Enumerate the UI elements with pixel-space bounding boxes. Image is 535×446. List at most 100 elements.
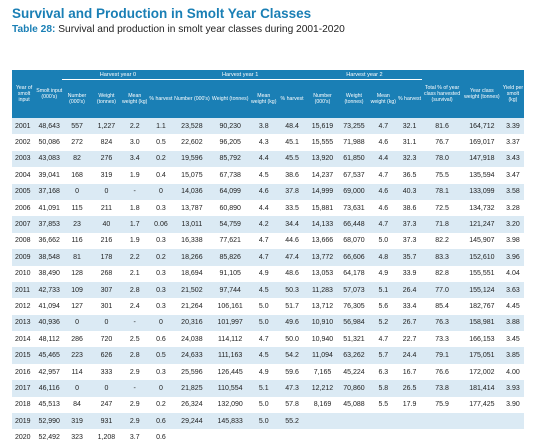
- table-cell: 13,011: [173, 216, 211, 233]
- table-cell: 216: [91, 232, 122, 250]
- table-cell: 169,017: [461, 134, 502, 151]
- table-cell: 38,548: [36, 249, 63, 266]
- table-cell: 2.2: [121, 249, 149, 266]
- table-cell: 5.0: [369, 232, 397, 250]
- table-cell: 50,086: [36, 134, 63, 151]
- table-cell: 145,833: [210, 413, 251, 430]
- table-row: 2011 42,733 109 307 2.8 0.3 21,502 97,744 4.5 50.…: [12, 281, 524, 299]
- table-cell: 720: [91, 331, 122, 348]
- table-cell: 13,772: [306, 249, 339, 266]
- table-cell: 0.3: [148, 298, 174, 315]
- table-cell: 4.7: [250, 331, 278, 348]
- table-cell: 5.5: [369, 396, 397, 414]
- table-cell: 121,247: [461, 216, 502, 233]
- row-year-cell: 2015: [12, 347, 37, 364]
- table-cell: 268: [91, 265, 122, 282]
- table-cell: 33.5: [277, 199, 307, 217]
- table-cell: 67,537: [338, 167, 370, 184]
- row-year-cell: 2011: [12, 281, 37, 299]
- table-cell: 10,940: [306, 331, 339, 348]
- table-cell: 223: [62, 347, 92, 364]
- table-cell: 57,073: [338, 281, 370, 299]
- table-cell: 42,957: [36, 363, 63, 381]
- table-cell: 38,490: [36, 265, 63, 282]
- table-cell: 3.28: [501, 199, 524, 217]
- table-cell: 0.06: [148, 216, 174, 233]
- table-cell: 70,860: [338, 380, 370, 397]
- table-cell: 55.2: [277, 413, 307, 430]
- table-cell: 247: [91, 396, 122, 414]
- table-cell: 64,178: [338, 265, 370, 282]
- row-year-cell: 2006: [12, 199, 37, 217]
- table-cell: 101,997: [210, 314, 251, 332]
- table-cell: 4.7: [369, 331, 397, 348]
- table-cell: 73.8: [422, 380, 462, 397]
- table-cell: 128: [62, 265, 92, 282]
- table-cell: 37.3: [396, 216, 423, 233]
- table-cell: 60,890: [210, 199, 251, 217]
- table-cell: 0: [62, 380, 92, 397]
- table-cell: 16.7: [396, 363, 423, 381]
- row-year-cell: 2008: [12, 232, 37, 250]
- table-cell: 4.5: [250, 167, 278, 184]
- table-cell: 14,036: [173, 183, 211, 200]
- table-cell: 158,981: [461, 314, 502, 332]
- table-cell: 77,621: [210, 232, 251, 250]
- table-cell: 0.2: [148, 396, 174, 414]
- table-cell: [338, 413, 370, 430]
- table-cell: 18,694: [173, 265, 211, 282]
- table-row: 2013 40,936 0 0-0 20,316 101,997 5.0 49.6 10,910…: [12, 314, 524, 332]
- header-group-row: Year of smolt input Smolt input (000's) …: [12, 70, 524, 118]
- table-cell: 155,124: [461, 281, 502, 299]
- table-cell: 319: [91, 167, 122, 184]
- row-year-cell: 2017: [12, 380, 37, 397]
- table-cell: 54.2: [277, 347, 307, 364]
- table-cell: [501, 413, 524, 430]
- col-hy1-mean: Mean weight (kg): [250, 79, 278, 118]
- table-cell: [369, 413, 397, 430]
- table-cell: 45,224: [338, 363, 370, 381]
- table-cell: 931: [91, 413, 122, 430]
- group-harvest-year-0: Harvest year 0: [62, 70, 174, 80]
- table-cell: 109: [62, 281, 92, 299]
- table-cell: 4.2: [250, 216, 278, 233]
- table-cell: 0: [91, 183, 122, 200]
- table-cell: -: [121, 380, 149, 397]
- table-row: 2004 39,041 168 319 1.9 0.4 15,075 67,738 4.5 38.…: [12, 167, 524, 184]
- table-cell: 2.2: [121, 118, 149, 135]
- table-cell: 64,099: [210, 183, 251, 200]
- table-cell: 0: [91, 380, 122, 397]
- table-cell: 96,205: [210, 134, 251, 151]
- table-cell: 4.7: [250, 232, 278, 250]
- table-cell: 16,338: [173, 232, 211, 250]
- table-cell: 15,619: [306, 118, 339, 135]
- table-cell: 2.9: [121, 396, 149, 414]
- table-cell: 0: [62, 183, 92, 200]
- table-cell: 90,230: [210, 118, 251, 135]
- table-cell: 48,643: [36, 118, 63, 135]
- table-cell: 5.8: [369, 380, 397, 397]
- table-cell: 0.3: [148, 363, 174, 381]
- table-cell: 0: [148, 314, 174, 332]
- table-cell: 5.7: [369, 347, 397, 364]
- table-cell: 4.8: [369, 249, 397, 266]
- table-cell: 2.9: [121, 413, 149, 430]
- table-cell: -: [121, 314, 149, 332]
- table-cell: 24,633: [173, 347, 211, 364]
- row-year-cell: 2007: [12, 216, 37, 233]
- table-cell: 1.7: [121, 216, 149, 233]
- table-cell: 71.8: [422, 216, 462, 233]
- table-cell: 41,091: [36, 199, 63, 217]
- table-cell: 307: [91, 281, 122, 299]
- table-cell: 26.7: [396, 314, 423, 332]
- table-cell: [422, 413, 462, 430]
- table-cell: 79.1: [422, 347, 462, 364]
- table-cell: 20,316: [173, 314, 211, 332]
- col-smolt-input: Smolt input (000's): [36, 70, 63, 118]
- table-cell: 33.4: [396, 298, 423, 315]
- table-caption-label: Table 28:: [12, 24, 56, 35]
- table-cell: 26,324: [173, 396, 211, 414]
- table-cell: 45,088: [338, 396, 370, 414]
- table-cell: 5.0: [250, 314, 278, 332]
- table-cell: 5.0: [250, 413, 278, 430]
